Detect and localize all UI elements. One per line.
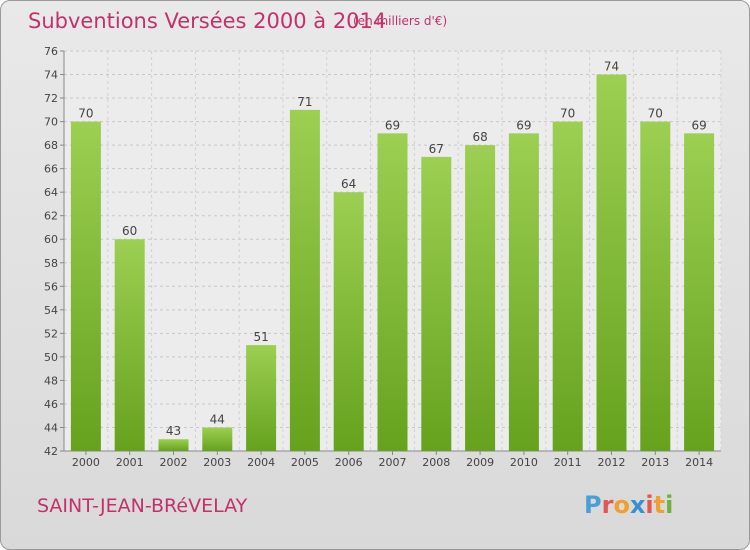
x-tick-label: 2007 [379,456,407,469]
y-tick-label: 48 [44,374,58,387]
data-label: 68 [472,130,487,144]
y-tick-label: 42 [44,445,58,458]
data-labels: 70 60 43 44 51 71 64 69 67 68 69 70 74 70 69 [78,60,706,439]
data-label: 43 [166,424,181,438]
x-tick-label: 2009 [466,456,494,469]
bar-2000 [70,121,101,452]
y-tick-label: 62 [44,210,58,223]
x-tick-label: 2004 [247,456,275,469]
proxiti-logo: Proxiti [584,491,673,519]
data-label: 70 [648,107,663,121]
data-label: 69 [516,118,531,132]
data-label: 69 [691,118,706,132]
x-tick-label: 2013 [641,456,669,469]
y-tick-label: 76 [44,45,58,58]
data-label: 70 [78,107,93,121]
bar-2001 [114,239,145,451]
data-label: 60 [122,224,137,238]
x-tick-label: 2014 [685,456,713,469]
bar-2012 [596,74,627,451]
y-tick-label: 72 [44,92,58,105]
x-tick-label: 2006 [335,456,363,469]
x-tick-label: 2003 [203,456,231,469]
bar-2011 [552,121,583,452]
y-tick-label: 60 [44,233,58,246]
y-tick-label: 52 [44,327,58,340]
logo-letter: r [601,491,614,519]
y-tick-label: 58 [44,257,58,270]
data-label: 70 [560,107,575,121]
bar-2014 [684,133,715,451]
x-tick-label: 2005 [291,456,319,469]
data-label: 71 [297,95,312,109]
axes: 42 44 46 48 50 52 54 56 58 60 62 64 66 68 70 72 74 76 2000… [44,45,721,469]
y-tick-label: 66 [44,163,58,176]
data-label: 51 [253,330,268,344]
x-tick-label: 2000 [72,456,100,469]
bars [70,74,715,452]
x-tick-label: 2008 [422,456,450,469]
logo-letter: o [613,491,630,519]
bar-2010 [508,133,539,451]
chart-title: Subventions Versées 2000 à 2014 [28,9,387,33]
y-tick-label: 54 [44,304,58,317]
x-tick-label: 2010 [510,456,538,469]
commune-name: SAINT-JEAN-BRéVELAY [37,495,248,517]
y-tick-label: 46 [44,398,58,411]
data-label: 69 [385,118,400,132]
bar-2004 [246,345,277,451]
y-tick-label: 68 [44,139,58,152]
x-tick-label: 2002 [160,456,188,469]
y-tick-label: 56 [44,280,58,293]
bar-2008 [421,156,452,451]
chart-subtitle: (en milliers d'€) [353,14,448,28]
x-tick-label: 2012 [598,456,626,469]
bar-2005 [289,109,320,451]
data-label: 64 [341,177,356,191]
logo-letter: i [665,491,674,519]
logo-letter: t [653,491,666,519]
bar-2009 [465,145,496,451]
y-tick-label: 74 [44,69,58,82]
data-label: 74 [604,60,619,74]
x-tick-label: 2011 [554,456,582,469]
bar-2007 [377,133,408,451]
y-tick-label: 44 [44,421,58,434]
logo-letter: P [584,491,602,519]
logo-letter: i [645,491,654,519]
bar-2003 [202,427,233,451]
bar-2002 [158,439,189,451]
y-tick-label: 70 [44,116,58,129]
bar-2006 [333,192,364,452]
data-label: 44 [210,412,225,426]
data-label: 67 [429,142,444,156]
logo-letter: x [629,491,646,519]
y-tick-label: 64 [44,186,58,199]
bar-2013 [640,121,671,452]
x-tick-label: 2001 [116,456,144,469]
y-tick-label: 50 [44,351,58,364]
